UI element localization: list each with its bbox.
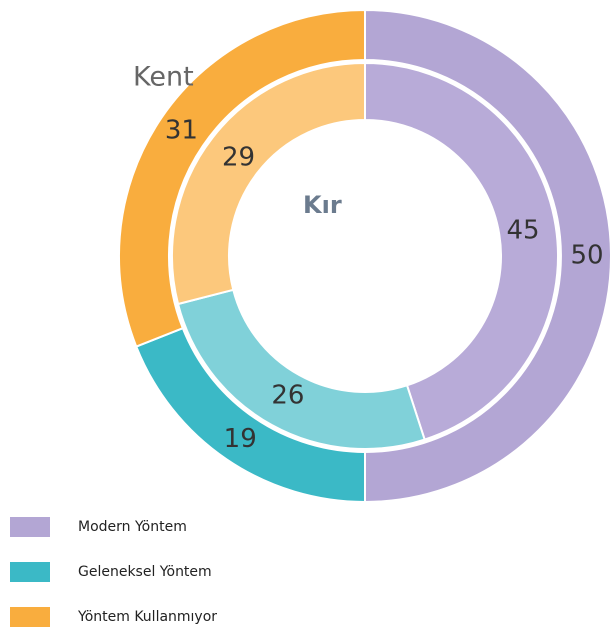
donut-slice xyxy=(171,61,366,306)
outer-ring-title: Kent xyxy=(133,62,194,93)
legend-swatch xyxy=(10,607,50,627)
legend-label: Modern Yöntem xyxy=(78,519,187,535)
legend-swatch xyxy=(10,517,50,537)
data-label: 45 xyxy=(506,215,539,245)
legend-swatch xyxy=(10,562,50,582)
data-label: 26 xyxy=(271,381,304,411)
donut-slice xyxy=(176,288,426,450)
inner-ring-title: Kır xyxy=(303,191,342,219)
legend-label: Geleneksel Yöntem xyxy=(78,564,212,580)
data-label: 29 xyxy=(222,142,255,172)
donut-slice xyxy=(118,8,366,348)
data-label: 19 xyxy=(224,424,257,454)
donut-slice xyxy=(364,61,559,441)
donut-slice xyxy=(364,8,611,504)
legend-label: Yöntem Kullanmıyor xyxy=(77,609,217,625)
data-label: 50 xyxy=(570,241,603,271)
data-label: 31 xyxy=(165,116,198,146)
